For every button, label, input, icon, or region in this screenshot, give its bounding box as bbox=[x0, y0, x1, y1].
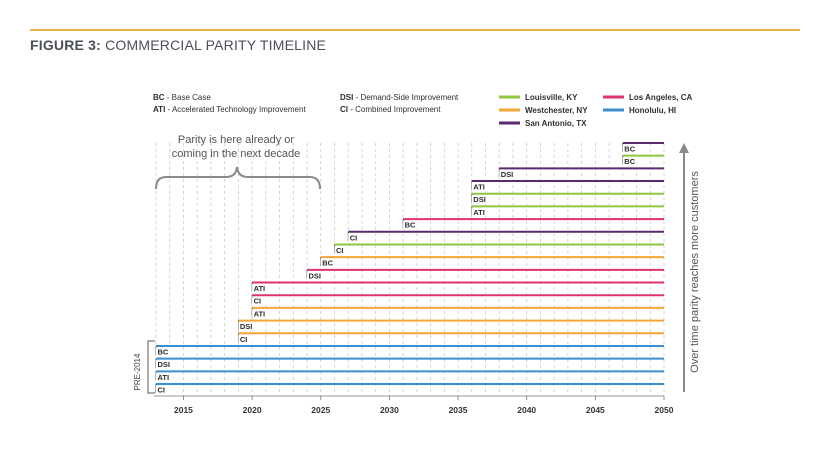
bar-label-18: ATI bbox=[158, 373, 170, 382]
x-tick-label-2015: 2015 bbox=[174, 405, 193, 415]
x-tick-label-2020: 2020 bbox=[243, 405, 262, 415]
bar-label-12: CI bbox=[254, 297, 261, 306]
bar-label-bg-14 bbox=[238, 322, 258, 331]
x-tick-label-2045: 2045 bbox=[586, 405, 605, 415]
bar-label-5: ATI bbox=[473, 208, 485, 217]
bar-label-bg-12 bbox=[252, 296, 267, 306]
bar-label-bg-9 bbox=[320, 258, 336, 268]
bar-label-bg-19 bbox=[156, 385, 171, 394]
pre-2014-bracket: PRE-2014 bbox=[133, 340, 155, 394]
bar-label-bg-7 bbox=[348, 233, 363, 242]
bar-label-bg-13 bbox=[252, 309, 272, 318]
bar-label-2: DSI bbox=[501, 170, 514, 179]
bar-label-bg-4 bbox=[471, 195, 492, 204]
bar-label-6: BC bbox=[405, 221, 416, 230]
abbreviation-key: BC - Base Case ATI - Accelerated Technol… bbox=[153, 93, 459, 114]
annotation-brace bbox=[155, 166, 321, 190]
bar-label-15: CI bbox=[240, 335, 248, 344]
bar-label-17: DSI bbox=[158, 360, 171, 369]
accent-rule bbox=[30, 29, 800, 31]
bar-label-1: BC bbox=[624, 157, 635, 166]
bar-label-0: BC bbox=[624, 145, 635, 154]
bar-label-bg-2 bbox=[499, 169, 519, 179]
bar-label-bg-0 bbox=[622, 144, 638, 153]
figure-label: FIGURE 3: bbox=[30, 37, 102, 53]
bar-label-bg-3 bbox=[471, 182, 492, 192]
bar-label-7: CI bbox=[350, 233, 358, 242]
bar-label-bg-15 bbox=[238, 334, 253, 344]
x-tick-label-2040: 2040 bbox=[517, 405, 536, 415]
parity-annotation: Parity is here already or coming in the … bbox=[155, 134, 321, 190]
bar-label-14: DSI bbox=[240, 322, 253, 331]
annotation-line-1: Parity is here already or bbox=[178, 134, 294, 146]
x-tick-label-2050: 2050 bbox=[655, 405, 674, 415]
legend-label-honolulu-hi: Honolulu, HI bbox=[629, 106, 676, 115]
year-gridlines bbox=[155, 143, 665, 396]
bar-label-13: ATI bbox=[254, 309, 266, 318]
x-tick-label-2025: 2025 bbox=[311, 405, 330, 415]
bar-label-bg-16 bbox=[156, 347, 171, 356]
pre-2014-label: PRE-2014 bbox=[133, 353, 142, 390]
bar-label-bg-10 bbox=[307, 271, 327, 280]
abbr-ati: ATI - Accelerated Technology Improvement bbox=[153, 105, 306, 114]
abbr-dsi: DSI - Demand-Side Improvement bbox=[340, 93, 459, 102]
bar-label-bg-8 bbox=[334, 245, 349, 255]
bar-label-bg-11 bbox=[252, 284, 272, 293]
bar-label-8: CI bbox=[336, 246, 344, 255]
bar-label-3: ATI bbox=[473, 183, 485, 192]
coverage-arrowhead bbox=[679, 143, 689, 153]
coverage-label: Over time parity reaches more customers bbox=[689, 171, 701, 373]
bar-label-16: BC bbox=[158, 347, 169, 356]
chart-legend: Louisville, KY Los Angeles, CA Westchester… bbox=[499, 93, 692, 128]
bar-label-11: ATI bbox=[254, 284, 266, 293]
bar-label-10: DSI bbox=[309, 271, 322, 280]
coverage-arrow: Over time parity reaches more customers bbox=[679, 143, 701, 392]
pre-2014-bracket-line bbox=[147, 340, 155, 394]
abbr-bc: BC - Base Case bbox=[153, 93, 211, 102]
bar-label-bg-18 bbox=[156, 372, 176, 382]
annotation-line-2: coming in the next decade bbox=[172, 148, 300, 160]
figure-title: FIGURE 3: COMMERCIAL PARITY TIMELINE bbox=[30, 37, 326, 53]
legend-label-westchester-ny: Westchester, NY bbox=[525, 106, 588, 115]
legend-label-san-antonio-tx: San Antonio, TX bbox=[525, 119, 587, 128]
bar-label-9: BC bbox=[322, 259, 333, 268]
bar-label-bg-1 bbox=[622, 157, 638, 166]
x-axis: 2015 2020 2025 2030 2035 2040 2045 2050 bbox=[154, 395, 674, 415]
parity-bars: BCBCDSIATIDSIATIBCCICIBCDSIATICIATIDSICI… bbox=[155, 142, 664, 395]
legend-label-louisville-ky: Louisville, KY bbox=[525, 93, 578, 102]
bar-label-19: CI bbox=[158, 386, 166, 395]
bar-label-4: DSI bbox=[473, 195, 486, 204]
bar-label-bg-5 bbox=[471, 207, 492, 217]
x-tick-label-2030: 2030 bbox=[380, 405, 399, 415]
bar-label-bg-6 bbox=[403, 220, 418, 230]
bar-label-bg-17 bbox=[156, 360, 176, 369]
legend-label-los-angeles-ca: Los Angeles, CA bbox=[629, 93, 692, 102]
abbr-ci: CI - Combined Improvement bbox=[340, 105, 441, 114]
figure-title-text: COMMERCIAL PARITY TIMELINE bbox=[105, 37, 327, 53]
x-tick-label-2035: 2035 bbox=[449, 405, 468, 415]
